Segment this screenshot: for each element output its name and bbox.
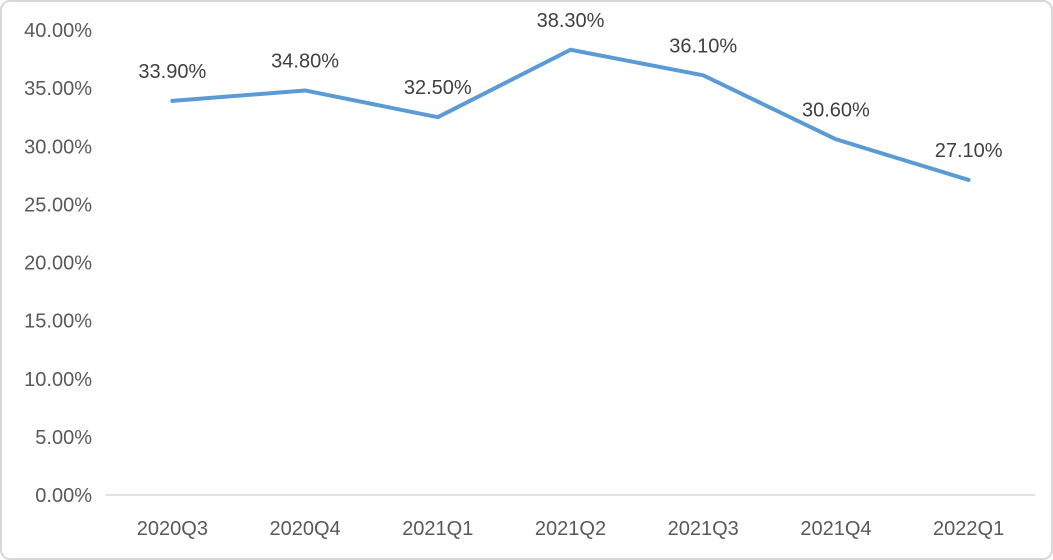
x-axis-tick-label: 2020Q4 <box>269 518 340 540</box>
data-point-label: 33.90% <box>138 61 206 83</box>
y-axis-tick-label: 15.00% <box>24 311 92 333</box>
data-point-label: 27.10% <box>935 140 1003 162</box>
y-axis-tick-label: 20.00% <box>24 253 92 275</box>
x-axis-tick-label: 2020Q3 <box>137 518 208 540</box>
x-axis-tick-label: 2021Q4 <box>800 518 871 540</box>
data-point-label: 30.60% <box>802 99 870 121</box>
y-axis-tick-label: 10.00% <box>24 369 92 391</box>
y-axis-tick-label: 5.00% <box>35 427 92 449</box>
x-axis-tick-label: 2021Q2 <box>535 518 606 540</box>
y-axis-tick-label: 25.00% <box>24 194 92 216</box>
data-point-label: 32.50% <box>404 77 472 99</box>
series-line <box>170 47 971 182</box>
y-axis-tick-label: 0.00% <box>35 485 92 507</box>
data-point-label: 34.80% <box>271 50 339 72</box>
x-axis-tick-label: 2021Q3 <box>668 518 739 540</box>
data-point-label: 36.10% <box>669 35 737 57</box>
x-axis-tick-label: 2021Q1 <box>402 518 473 540</box>
y-axis-tick-label: 30.00% <box>24 136 92 158</box>
y-axis-tick-label: 35.00% <box>24 78 92 100</box>
data-point-label: 38.30% <box>537 10 605 32</box>
y-axis-tick-label: 40.00% <box>24 20 92 42</box>
x-axis-tick-label: 2022Q1 <box>933 518 1004 540</box>
